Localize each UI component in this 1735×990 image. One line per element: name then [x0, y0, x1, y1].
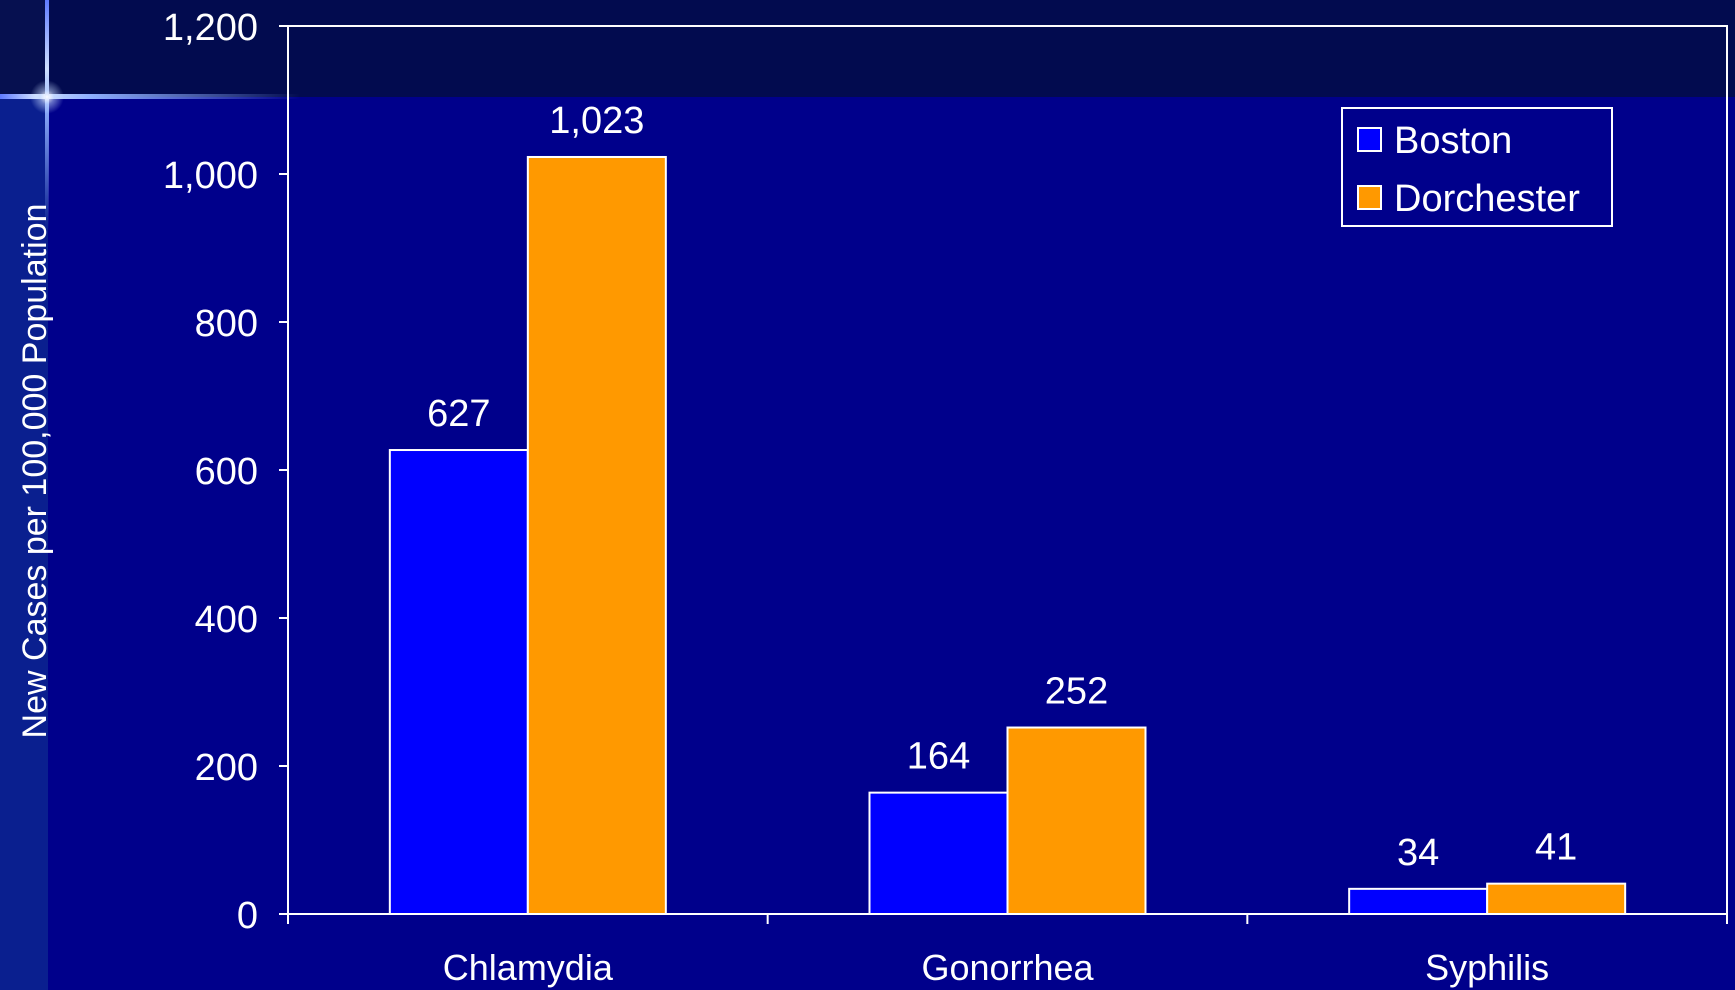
data-label: 627 [427, 393, 490, 435]
data-label: 164 [907, 736, 970, 778]
decorative-vertical-line [45, 0, 49, 230]
slide-left-band [0, 0, 48, 990]
bar-boston-gonorrhea [868, 791, 1009, 916]
y-tick-label: 1,000 [163, 155, 258, 197]
bar-boston-syphilis [1348, 887, 1489, 916]
bar-dorchester-syphilis [1486, 882, 1627, 915]
legend-swatch-dorchester [1357, 185, 1382, 210]
slide-header-band [0, 0, 1735, 97]
y-tick-label: 800 [195, 303, 258, 345]
y-tick-label: 0 [237, 895, 258, 937]
legend-label-dorchester: Dorchester [1394, 178, 1580, 220]
x-category-label: Gonorrhea [921, 947, 1094, 988]
data-label: 252 [1045, 671, 1108, 713]
data-label: 1,023 [549, 100, 644, 142]
y-tick-label: 600 [195, 451, 258, 493]
x-category-label: Syphilis [1425, 947, 1549, 988]
y-tick-label: 200 [195, 747, 258, 789]
data-label: 41 [1535, 827, 1577, 869]
bar-dorchester-gonorrhea [1006, 726, 1147, 916]
bar-dorchester-chlamydia [526, 155, 667, 916]
decorative-horizontal-line [0, 94, 300, 99]
y-tick-label: 1,200 [163, 7, 258, 49]
decorative-glow [30, 80, 64, 114]
legend-label-boston: Boston [1394, 120, 1512, 162]
legend-box [1341, 107, 1613, 227]
y-axis-title: New Cases per 100,000 Population [16, 204, 54, 739]
x-category-label: Chlamydia [443, 947, 614, 988]
bar-boston-chlamydia [388, 449, 529, 915]
legend-swatch-boston [1357, 127, 1382, 152]
data-label: 34 [1397, 832, 1439, 874]
y-tick-label: 400 [195, 599, 258, 641]
